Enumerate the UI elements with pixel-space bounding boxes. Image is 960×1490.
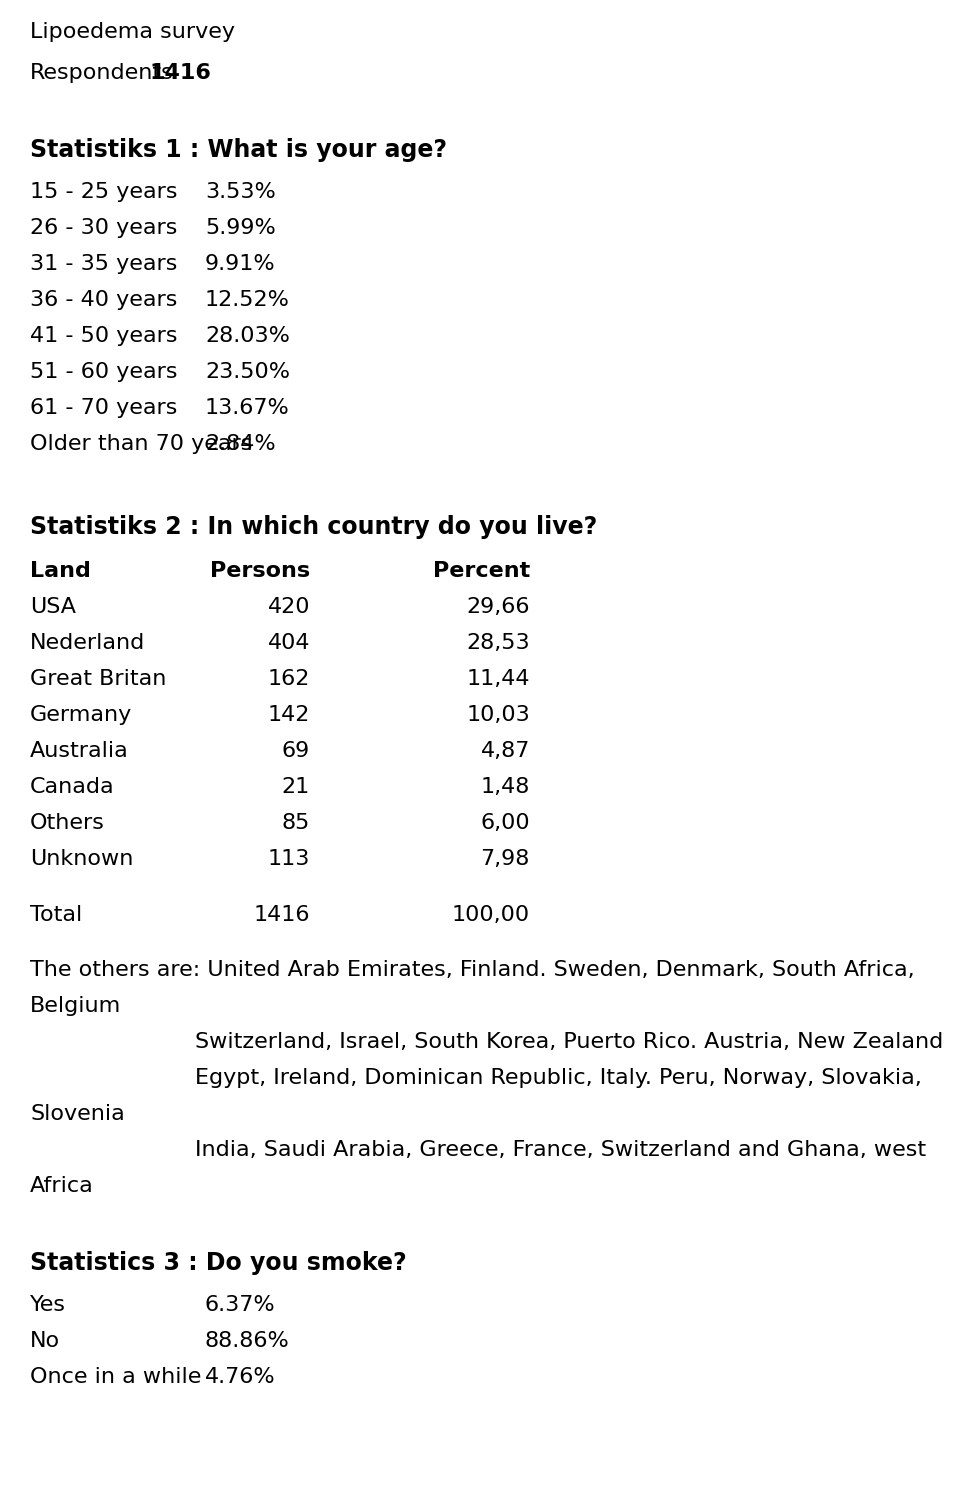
Text: 4.76%: 4.76%: [205, 1366, 276, 1387]
Text: 36 - 40 years: 36 - 40 years: [30, 291, 178, 310]
Text: Unknown: Unknown: [30, 849, 133, 869]
Text: 28,53: 28,53: [467, 633, 530, 653]
Text: Great Britan: Great Britan: [30, 669, 166, 688]
Text: 113: 113: [268, 849, 310, 869]
Text: 23.50%: 23.50%: [205, 362, 290, 381]
Text: 13.67%: 13.67%: [205, 398, 290, 419]
Text: Others: Others: [30, 814, 105, 833]
Text: Africa: Africa: [30, 1176, 94, 1196]
Text: 7,98: 7,98: [481, 849, 530, 869]
Text: 5.99%: 5.99%: [205, 218, 276, 238]
Text: 41 - 50 years: 41 - 50 years: [30, 326, 178, 346]
Text: 4,87: 4,87: [481, 741, 530, 761]
Text: 2.84%: 2.84%: [205, 434, 276, 454]
Text: 6.37%: 6.37%: [205, 1295, 276, 1316]
Text: Australia: Australia: [30, 741, 129, 761]
Text: 51 - 60 years: 51 - 60 years: [30, 362, 178, 381]
Text: Germany: Germany: [30, 705, 132, 726]
Text: 29,66: 29,66: [467, 597, 530, 617]
Text: 1,48: 1,48: [481, 776, 530, 797]
Text: 69: 69: [281, 741, 310, 761]
Text: Statistiks 2 : In which country do you live?: Statistiks 2 : In which country do you l…: [30, 516, 597, 539]
Text: Yes: Yes: [30, 1295, 66, 1316]
Text: Persons: Persons: [210, 562, 310, 581]
Text: 11,44: 11,44: [467, 669, 530, 688]
Text: 142: 142: [268, 705, 310, 726]
Text: Canada: Canada: [30, 776, 114, 797]
Text: Older than 70 years: Older than 70 years: [30, 434, 252, 454]
Text: 10,03: 10,03: [467, 705, 530, 726]
Text: 6,00: 6,00: [480, 814, 530, 833]
Text: 61 - 70 years: 61 - 70 years: [30, 398, 178, 419]
Text: Land: Land: [30, 562, 91, 581]
Text: Statistiks 1 : What is your age?: Statistiks 1 : What is your age?: [30, 139, 447, 162]
Text: Switzerland, Israel, South Korea, Puerto Rico. Austria, New Zealand: Switzerland, Israel, South Korea, Puerto…: [195, 1033, 944, 1052]
Text: 28.03%: 28.03%: [205, 326, 290, 346]
Text: India, Saudi Arabia, Greece, France, Switzerland and Ghana, west: India, Saudi Arabia, Greece, France, Swi…: [195, 1140, 926, 1161]
Text: 31 - 35 years: 31 - 35 years: [30, 253, 178, 274]
Text: USA: USA: [30, 597, 76, 617]
Text: 404: 404: [268, 633, 310, 653]
Text: Lipoedema survey: Lipoedema survey: [30, 22, 235, 42]
Text: 162: 162: [268, 669, 310, 688]
Text: Egypt, Ireland, Dominican Republic, Italy. Peru, Norway, Slovakia,: Egypt, Ireland, Dominican Republic, Ital…: [195, 1068, 922, 1088]
Text: Once in a while: Once in a while: [30, 1366, 202, 1387]
Text: 26 - 30 years: 26 - 30 years: [30, 218, 178, 238]
Text: 88.86%: 88.86%: [205, 1331, 290, 1351]
Text: Belgium: Belgium: [30, 995, 121, 1016]
Text: Statistics 3 : Do you smoke?: Statistics 3 : Do you smoke?: [30, 1252, 407, 1275]
Text: 21: 21: [281, 776, 310, 797]
Text: 85: 85: [281, 814, 310, 833]
Text: Percent: Percent: [433, 562, 530, 581]
Text: Slovenia: Slovenia: [30, 1104, 125, 1123]
Text: 1416: 1416: [150, 63, 212, 83]
Text: 12.52%: 12.52%: [205, 291, 290, 310]
Text: 15 - 25 years: 15 - 25 years: [30, 182, 178, 203]
Text: No: No: [30, 1331, 60, 1351]
Text: Nederland: Nederland: [30, 633, 145, 653]
Text: 100,00: 100,00: [452, 904, 530, 925]
Text: 420: 420: [268, 597, 310, 617]
Text: 9.91%: 9.91%: [205, 253, 276, 274]
Text: 3.53%: 3.53%: [205, 182, 276, 203]
Text: Total: Total: [30, 904, 83, 925]
Text: 1416: 1416: [253, 904, 310, 925]
Text: Respondents: Respondents: [30, 63, 174, 83]
Text: The others are: United Arab Emirates, Finland. Sweden, Denmark, South Africa,: The others are: United Arab Emirates, Fi…: [30, 960, 915, 980]
